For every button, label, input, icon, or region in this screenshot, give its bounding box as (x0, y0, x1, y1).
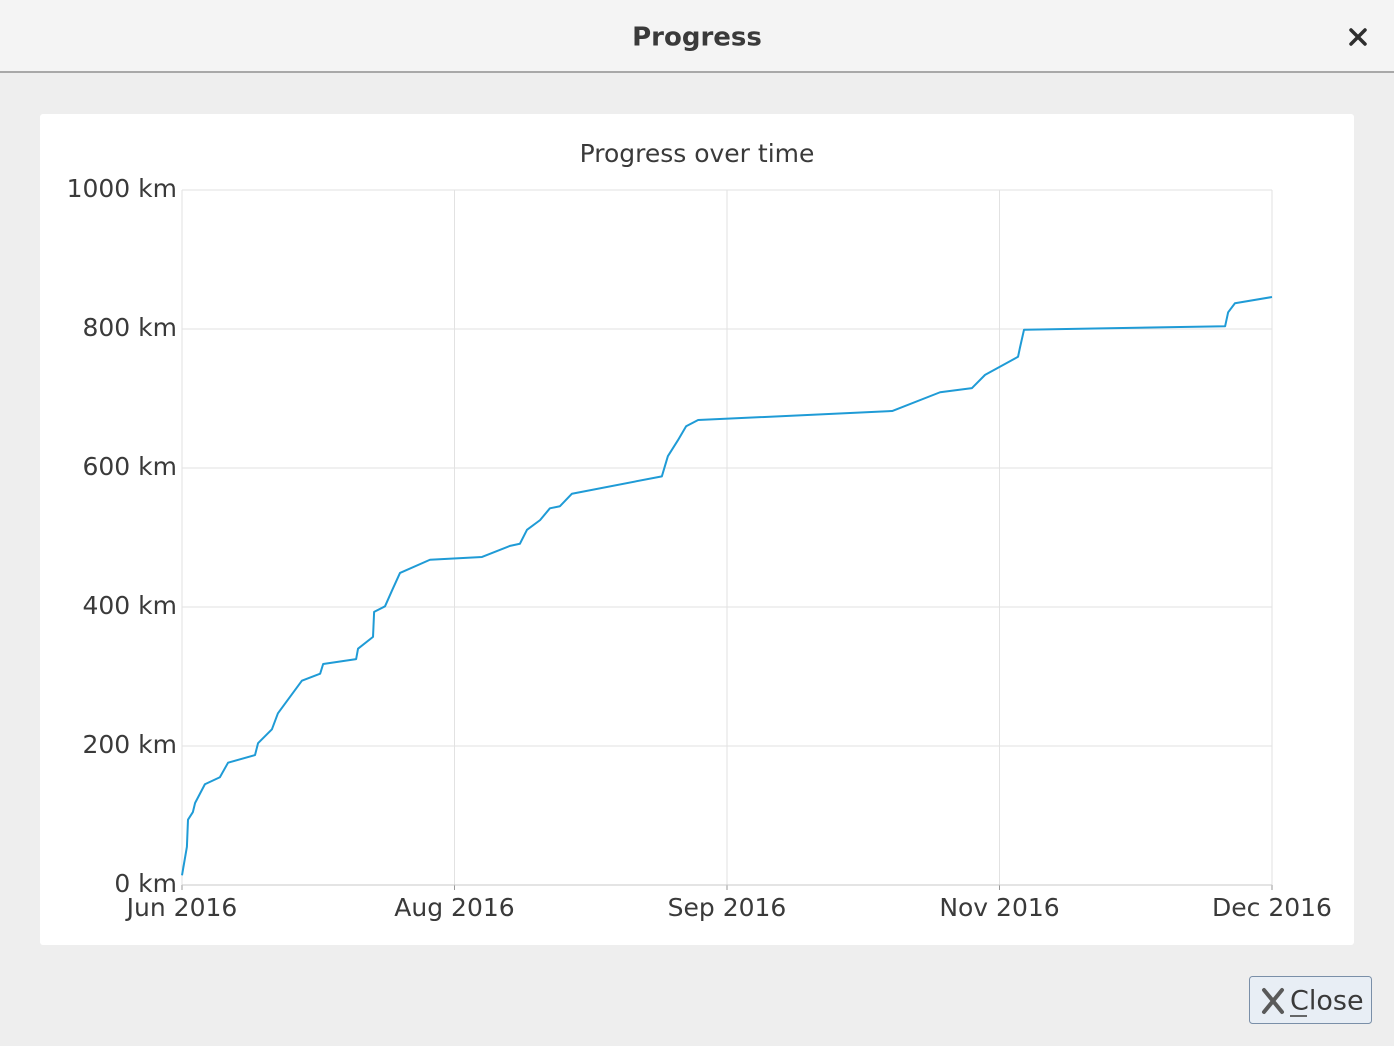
close-button-icon (1262, 988, 1284, 1014)
y-tick-label: 0 km (114, 869, 177, 898)
y-tick-label: 1000 km (67, 174, 177, 203)
y-tick-label: 600 km (83, 452, 178, 481)
data-line (181, 296, 1273, 876)
chart-title: Progress over time (580, 139, 815, 168)
x-tick-label: Jun 2016 (125, 893, 238, 922)
chart-panel (40, 114, 1354, 945)
close-button-label[interactable]: Close (1290, 986, 1364, 1017)
plot: 0 km 200 km 400 km 600 km 800 km 1000 km Jun 2… (67, 174, 1332, 922)
title-bar (0, 0, 1394, 72)
y-tick-label: 800 km (83, 313, 178, 342)
y-tick-label: 400 km (83, 591, 178, 620)
window-close-icon[interactable] (1349, 28, 1367, 46)
x-tick-label: Aug 2016 (394, 893, 514, 922)
close-button[interactable]: Close (1249, 976, 1372, 1024)
x-tick-label: Sep 2016 (668, 893, 787, 922)
x-tick-label: Dec 2016 (1212, 893, 1332, 922)
x-tick-label: Nov 2016 (939, 893, 1059, 922)
window-title: Progress (632, 23, 762, 53)
y-tick-label: 200 km (83, 730, 178, 759)
